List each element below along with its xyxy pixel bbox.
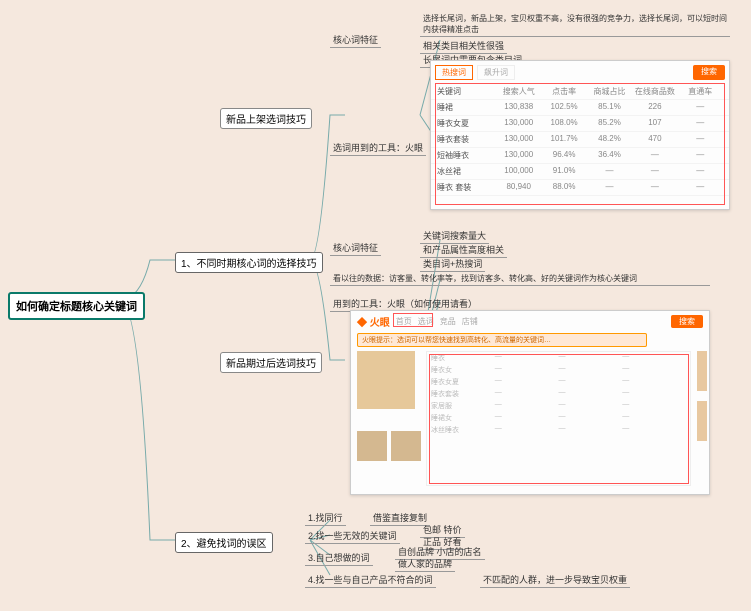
b1s1-l1: 选择长尾词，新品上架，宝贝权重不高，没有很强的竞争力，选择长尾词，可以短时间内获… xyxy=(420,12,730,37)
b2-r1a: 1.找同行 xyxy=(305,510,346,526)
thumb1-search-btn[interactable]: 搜索 xyxy=(693,65,725,80)
b1s1-core: 核心词特征 xyxy=(330,32,381,48)
b1s2-core: 核心词特征 xyxy=(330,240,381,256)
highlight-box-nav xyxy=(393,313,433,327)
b1s1-tool: 选词用到的工具：火眼 xyxy=(330,140,426,156)
thumbnail-app: ◆ 火眼 首页 选词 竞品 店铺 搜索 火眼提示：选词可以帮您快速找到高转化、高… xyxy=(350,310,710,495)
side-strip xyxy=(697,351,707,391)
thumb1-tabs: 热搜词 飙升词 搜索 xyxy=(431,61,729,84)
app-logo: ◆ 火眼 xyxy=(357,314,390,329)
nav-item[interactable]: 店铺 xyxy=(462,316,478,327)
branch-1: 1、不同时期核心词的选择技巧 xyxy=(175,252,323,273)
b2-r4b: 不匹配的人群，进一步导致宝贝权重 xyxy=(480,572,630,588)
b2-r4a: 4.找一些与自己产品不符合的词 xyxy=(305,572,436,588)
thumbnail-table: 热搜词 飙升词 搜索 关键词搜索人气点击率商城占比在线商品数直通车 睡裙130,… xyxy=(430,60,730,210)
branch-1-sub1: 新品上架选词技巧 xyxy=(220,108,312,129)
side-strip xyxy=(697,401,707,441)
nav-item[interactable]: 竞品 xyxy=(440,316,456,327)
product-thumb-2 xyxy=(357,431,387,461)
app-banner: 火眼提示：选词可以帮您快速找到高转化、高流量的关键词… xyxy=(357,333,647,347)
app-list-area: 睡衣——— 睡衣女——— 睡衣女夏——— 睡衣套装——— 家居服——— 睡裙女—… xyxy=(426,351,691,486)
b2-r3a: 3.自己想做的词 xyxy=(305,550,373,566)
b1s2-l4: 看以往的数据：访客量、转化率等，找到访客多、转化高、好的关键词作为核心关键词 xyxy=(330,272,710,286)
product-thumb-3 xyxy=(391,431,421,461)
root-node: 如何确定标题核心关键词 xyxy=(8,292,145,320)
branch-2: 2、避免找词的误区 xyxy=(175,532,273,553)
highlight-box-1 xyxy=(435,83,725,205)
tab-rising[interactable]: 飙升词 xyxy=(477,65,515,80)
b2-r2a: 2.找一些无效的关键词 xyxy=(305,528,400,544)
highlight-box-list xyxy=(429,354,689,484)
b2-r3b2: 做人家的品牌 xyxy=(395,556,455,572)
tab-hot[interactable]: 热搜词 xyxy=(435,65,473,80)
product-thumb-1 xyxy=(357,351,415,409)
b1s2-l3: 类目词+热搜词 xyxy=(420,256,485,272)
app-search-btn[interactable]: 搜索 xyxy=(671,315,703,328)
branch-1-sub2: 新品期过后选词技巧 xyxy=(220,352,322,373)
